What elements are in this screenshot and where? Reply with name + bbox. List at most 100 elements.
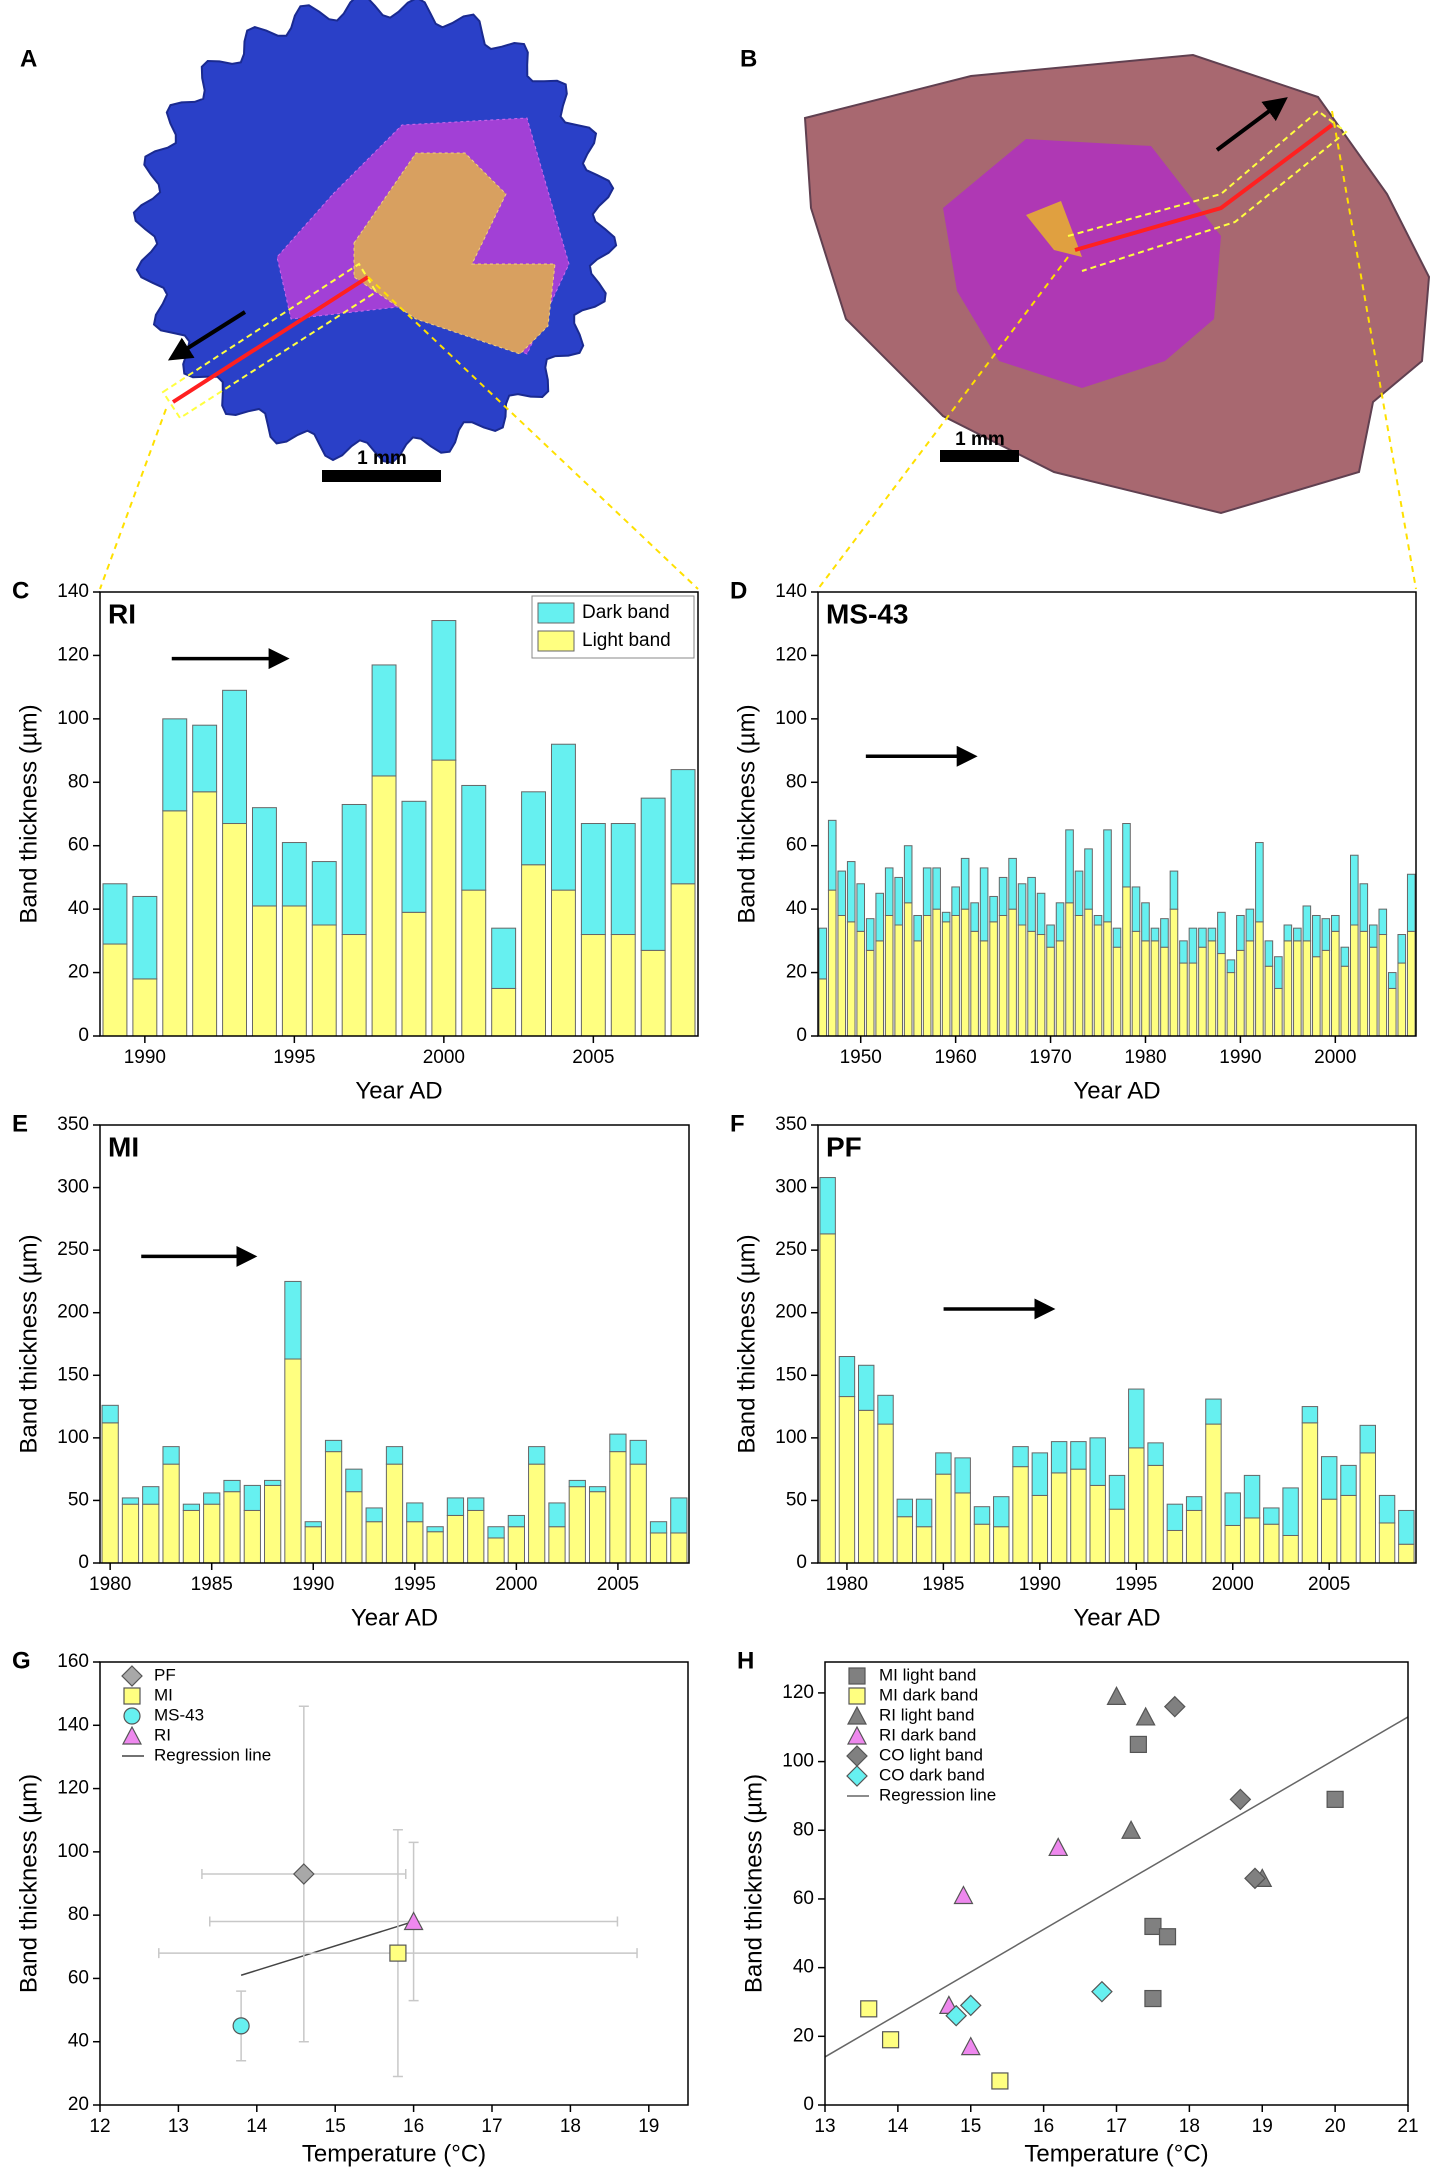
legend-marker (121, 1665, 143, 1687)
x-tick-label: 1990 (1019, 1574, 1061, 1595)
bar-segment (915, 1498, 933, 1528)
bar-segment (1089, 1484, 1106, 1563)
x-tick-label: 14 (246, 2116, 268, 2137)
bar-segment (1179, 962, 1188, 1036)
bar-segment (251, 905, 277, 1036)
point (1326, 1790, 1344, 1808)
x-tick-label: 2005 (597, 1574, 639, 1595)
y-tick-label: 200 (57, 1302, 89, 1323)
bar-segment (1255, 921, 1264, 1036)
legend-label: MI (154, 1685, 173, 1704)
bar-segment (203, 1503, 221, 1563)
bar-segment (1150, 927, 1160, 942)
region-orange (1026, 201, 1082, 257)
point (945, 2004, 968, 2027)
x-tick-label: 15 (325, 2116, 346, 2137)
point (960, 2036, 981, 2056)
bar-segment (588, 1486, 607, 1493)
plot-frame (817, 591, 1417, 1037)
plot-area (819, 1177, 1415, 1563)
bar-segment (1320, 1456, 1338, 1500)
bar-segment (1031, 1494, 1049, 1563)
bar-segment (461, 784, 487, 891)
x-tick-label: 1970 (1029, 1047, 1071, 1068)
legend-label: PF (154, 1665, 176, 1684)
y-tick-label: 60 (68, 1967, 89, 1988)
bar-segment (1350, 854, 1359, 926)
chart-panel: E Band thickness (µm) Year AD 0 50 100 150 200 2… (12, 1110, 690, 1631)
x-tick-label: 2000 (423, 1047, 465, 1068)
bar-segment (837, 914, 847, 1036)
connectors (99, 110, 1417, 590)
bar-segment (1198, 927, 1207, 948)
bar-segment (365, 1507, 383, 1523)
y-axis-label: Band thickness (µm) (740, 1774, 767, 1993)
bar-segment (1012, 1466, 1029, 1563)
legend-marker (846, 1745, 868, 1767)
photo-b: 1 mm B (740, 45, 1431, 515)
bar-segment (1017, 883, 1027, 926)
bar-segment (856, 883, 866, 932)
bar-segment (884, 914, 894, 1036)
panel-letter: F (730, 1110, 745, 1137)
bar-segment (1226, 959, 1236, 974)
bar-segment (1283, 940, 1293, 1036)
y-tick-label: 250 (57, 1239, 89, 1260)
bar-segment (1387, 972, 1397, 989)
x-tick-label: 17 (1106, 2116, 1127, 2137)
bar-segment (192, 724, 218, 793)
bar-segment (491, 927, 517, 989)
bar-segment (1236, 949, 1245, 1036)
bar-segment (877, 1423, 894, 1563)
bar-segment (548, 1502, 566, 1528)
regression-line (240, 1920, 414, 1976)
bar-segment (973, 1523, 991, 1563)
bar-segment (1036, 892, 1046, 936)
x-tick-label: 1990 (292, 1574, 334, 1595)
legend-label: Regression line (154, 1745, 271, 1764)
bar-segment (1093, 924, 1103, 1036)
bar-segment (1046, 946, 1055, 1036)
x-tick-label: 1980 (1124, 1047, 1166, 1068)
y-tick-label: 20 (793, 2025, 814, 2046)
bar-segment (858, 1409, 875, 1563)
legend-label: MI light band (879, 1665, 976, 1684)
bar-segment (1103, 829, 1112, 923)
legend-label: Dark band (582, 602, 670, 623)
growth-arrow (167, 310, 247, 361)
bar-segment (284, 1280, 302, 1360)
bar-segment (935, 1452, 952, 1475)
bar-segment (371, 664, 397, 777)
bar-segment (1378, 934, 1388, 1036)
bar-segment (960, 908, 970, 1036)
plot-area (825, 1686, 1408, 2090)
bar-segment (609, 1433, 627, 1453)
bar-segment (467, 1509, 485, 1563)
y-tick-label: 40 (68, 2031, 89, 2052)
bar-segment (446, 1514, 465, 1563)
bar-segment (998, 876, 1008, 916)
bar-segment (1226, 972, 1236, 1036)
bar-segment (491, 987, 517, 1036)
panel-letter: H (737, 1647, 754, 1674)
bar-segment (1378, 908, 1388, 936)
point (953, 1885, 974, 1905)
bar-segment (1368, 946, 1378, 1036)
bar-segment (875, 892, 884, 942)
bar-segment (102, 943, 128, 1036)
chart-panel: H Band thickness (µm) Temperature (°C) 0 20 4… (737, 1647, 1419, 2167)
bar-segment (1331, 914, 1340, 932)
bar-segment (1398, 1509, 1415, 1545)
bar-segment (1293, 940, 1302, 1036)
legend-label: CO dark band (879, 1765, 985, 1784)
y-tick-label: 140 (775, 581, 807, 602)
bar-segment (1036, 934, 1046, 1036)
bar-segment (1282, 1487, 1299, 1536)
x-tick-label: 1995 (1115, 1574, 1157, 1595)
y-tick-label: 200 (775, 1302, 807, 1323)
point (1121, 1819, 1142, 1839)
bar-segment (973, 1506, 991, 1525)
bar-segment (223, 1491, 241, 1563)
legend-label: MS-43 (154, 1705, 204, 1724)
